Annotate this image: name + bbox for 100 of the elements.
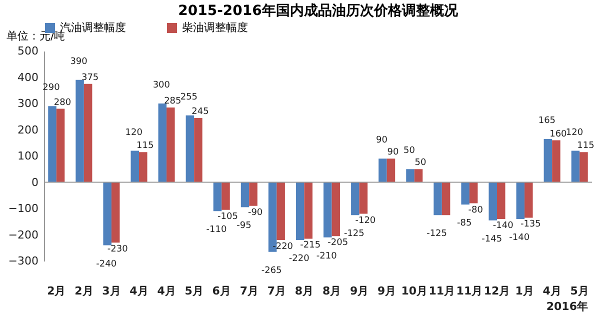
- bar: [276, 182, 285, 240]
- data-label: -145: [482, 234, 502, 244]
- bar: [324, 182, 332, 238]
- data-label: -140: [509, 233, 530, 243]
- x-tick-label: 11月: [428, 284, 456, 298]
- bar: [194, 118, 202, 182]
- data-label: 245: [192, 106, 209, 117]
- data-label: -220: [288, 254, 310, 264]
- bar: [544, 138, 552, 182]
- data-label: -125: [426, 229, 448, 240]
- x-tick-label: 5月: [184, 284, 204, 298]
- data-label: 255: [180, 92, 198, 102]
- bar: [414, 169, 423, 182]
- y-tick-label: 500: [18, 44, 38, 58]
- x-tick-label: 2月: [47, 284, 66, 298]
- bar: [434, 182, 442, 216]
- data-label: 90: [376, 136, 388, 146]
- bar: [76, 80, 84, 182]
- data-label: 285: [164, 96, 182, 106]
- bar: [524, 182, 533, 218]
- data-label: -210: [316, 251, 338, 262]
- data-label: -125: [344, 229, 364, 240]
- x-tick-label: 8月: [322, 284, 342, 298]
- data-label: -95: [236, 221, 252, 232]
- bar: [488, 182, 497, 220]
- data-label: 90: [387, 148, 399, 158]
- data-label: 115: [577, 141, 594, 152]
- y-tick-label: −100: [8, 202, 38, 215]
- bar: [406, 169, 414, 182]
- bar: [166, 107, 175, 182]
- data-label: 50: [404, 146, 416, 156]
- x-tick-label: 12月: [484, 284, 510, 298]
- bar: [496, 182, 506, 219]
- bar: [580, 152, 588, 182]
- data-label: 300: [152, 80, 170, 90]
- data-label: 390: [70, 56, 88, 67]
- data-label: 280: [54, 98, 72, 108]
- data-label: -105: [218, 212, 238, 222]
- data-label: -90: [248, 208, 263, 218]
- x-tick-label: 7月: [267, 284, 286, 298]
- x-tick-label: 4月: [542, 284, 562, 298]
- bar: [240, 182, 250, 208]
- data-label: 120: [566, 128, 584, 138]
- bar: [296, 182, 304, 240]
- x-tick-label: 9月: [378, 284, 396, 298]
- bar: [516, 182, 525, 219]
- data-label: -230: [107, 244, 128, 255]
- bar: [186, 115, 194, 182]
- bar: [213, 182, 222, 212]
- legend-label: 汽油调整幅度: [60, 21, 126, 34]
- y-tick-label: −200: [8, 228, 38, 242]
- data-label: 290: [42, 83, 60, 94]
- bar: [351, 182, 360, 216]
- data-label: -120: [355, 216, 376, 226]
- bar: [571, 150, 580, 182]
- bar: [56, 108, 65, 182]
- bar: [442, 182, 450, 216]
- bar: [359, 182, 368, 214]
- data-label: 50: [414, 158, 427, 168]
- x-tick-label: 2月: [74, 284, 94, 298]
- text: 2016年: [546, 300, 588, 313]
- bar: [304, 182, 312, 239]
- bar: [332, 182, 340, 236]
- x-tick-label: 6月: [212, 284, 231, 298]
- bar: [378, 158, 387, 182]
- data-label: -80: [468, 205, 484, 216]
- data-label: 115: [136, 141, 154, 152]
- bar: [552, 140, 560, 182]
- data-label: -140: [492, 221, 514, 231]
- y-tick-label: 300: [18, 97, 38, 110]
- data-label: -135: [520, 220, 541, 230]
- bar: [158, 104, 167, 182]
- bar: [469, 182, 478, 204]
- bar: [461, 182, 470, 205]
- data-label: 120: [125, 128, 143, 138]
- x-tick-label: 3月: [102, 284, 121, 298]
- data-label: -240: [96, 259, 117, 270]
- x-tick-label: 11月: [456, 284, 483, 298]
- bar: [84, 84, 92, 182]
- y-tick-label: 200: [18, 123, 38, 136]
- bar: [222, 182, 230, 210]
- x-tick-label: 4月: [130, 284, 148, 298]
- bar: [139, 152, 148, 182]
- data-label: -205: [328, 238, 348, 248]
- x-tick-label: 7月: [240, 284, 258, 298]
- x-tick-label: 4月: [157, 284, 176, 298]
- data-label: -85: [456, 218, 472, 229]
- x-tick-label: 9月: [350, 284, 369, 298]
- data-label: 165: [538, 116, 556, 126]
- bar: [103, 182, 112, 246]
- bar: [48, 106, 56, 182]
- bar: [130, 150, 140, 182]
- bar: [249, 182, 258, 206]
- data-label: -215: [300, 240, 321, 251]
- x-tick-label: 8月: [294, 284, 314, 298]
- y-tick-label: 100: [18, 150, 38, 162]
- y-tick-label: 0: [32, 176, 38, 189]
- bar: [386, 158, 396, 182]
- bar: [111, 182, 120, 243]
- data-label: 160: [550, 129, 568, 140]
